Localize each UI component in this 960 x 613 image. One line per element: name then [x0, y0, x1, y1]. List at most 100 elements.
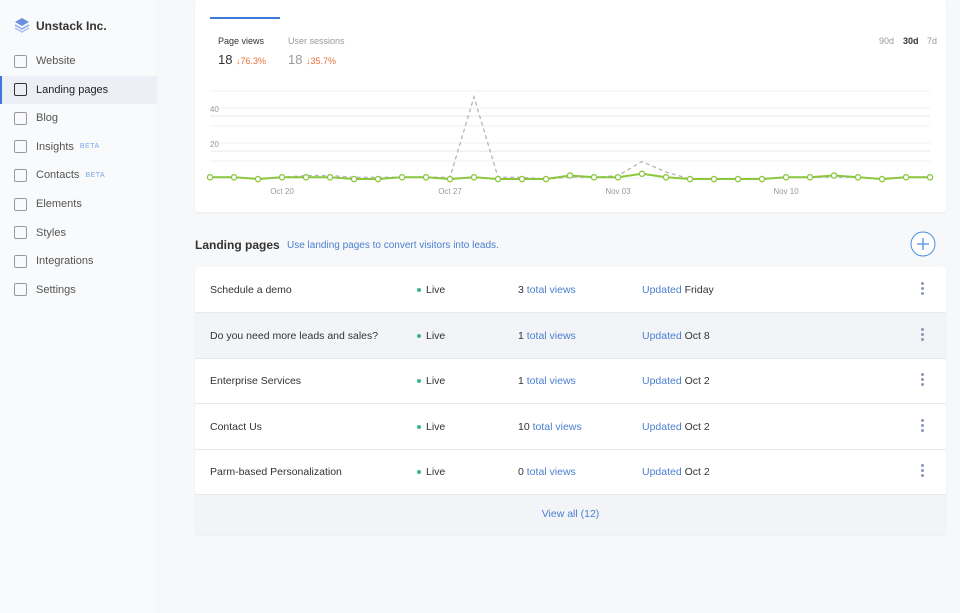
- data-point: [230, 174, 238, 181]
- menu-dot: [921, 373, 924, 377]
- menu-dot: [921, 332, 924, 336]
- data-point: [518, 175, 526, 183]
- brand: Unstack Inc.: [36, 19, 107, 33]
- status: Live: [426, 466, 446, 479]
- table-row[interactable]: Contact Us Live 10 total views Updated Oct …: [195, 404, 946, 450]
- page-name: Parm-based Personalization: [210, 466, 342, 479]
- y-tick-label: 40: [210, 105, 219, 114]
- updated-label: Updated: [642, 420, 682, 433]
- views-count: 1: [518, 329, 524, 342]
- x-tick-label: Oct 27: [438, 187, 462, 196]
- data-point: [830, 172, 838, 179]
- data-point: [734, 175, 742, 183]
- x-tick-label: Nov 10: [773, 187, 799, 196]
- nav-icon: [14, 168, 27, 182]
- updated: Updated Oct 2: [642, 421, 710, 433]
- analytics-card: Page views 18 ↓76.3% User sessions 18 ↓35.7% 9…: [195, 0, 946, 212]
- nav-badge: BETA: [85, 171, 106, 179]
- menu-dot: [921, 292, 924, 295]
- data-point: [254, 175, 262, 183]
- status: Live: [426, 329, 446, 342]
- views-count: 1: [518, 375, 524, 388]
- nav-item[interactable]: Website: [0, 47, 155, 75]
- nav-item[interactable]: Integrations: [0, 247, 155, 275]
- table-row[interactable]: Schedule a demo Live 3 total views Updated …: [195, 267, 946, 313]
- nav-item[interactable]: Settings: [0, 276, 155, 304]
- page-name: Schedule a demo: [210, 284, 292, 296]
- range-option[interactable]: 30d: [903, 36, 919, 46]
- updated: Updated Oct 2: [642, 466, 710, 478]
- table-row[interactable]: Parm-based Personalization Live 0 total vi…: [195, 449, 946, 496]
- row-menu[interactable]: [921, 373, 925, 387]
- metric-value: 18: [288, 52, 302, 67]
- metric-change: ↓76.3%: [236, 56, 266, 66]
- row-menu[interactable]: [921, 464, 925, 478]
- views: 10 total views: [518, 421, 582, 433]
- data-point: [590, 174, 598, 181]
- table-row[interactable]: Enterprise Services Live 1 total views Upda…: [195, 358, 946, 405]
- views: 0 total views: [518, 466, 576, 478]
- logo: [14, 18, 30, 33]
- status-dot: [417, 333, 421, 338]
- data-point: [854, 174, 862, 181]
- nav-label: Insights: [36, 140, 74, 153]
- nav-item[interactable]: Blog: [0, 104, 155, 132]
- y-tick-label: 20: [210, 140, 219, 149]
- data-point: [638, 170, 646, 178]
- row-menu[interactable]: [921, 418, 925, 433]
- nav-label: Website: [36, 55, 76, 67]
- menu-dot: [921, 464, 924, 468]
- data-point: [614, 174, 622, 181]
- view-all[interactable]: View all (12): [195, 495, 946, 534]
- row-menu[interactable]: [921, 327, 925, 342]
- nav-icon: [14, 283, 27, 297]
- series-line: [210, 94, 930, 180]
- section-subtitle: Use landing pages to convert visitors in…: [287, 240, 499, 251]
- status-dot: [417, 424, 421, 429]
- data-point: [302, 174, 310, 181]
- nav-item[interactable]: Landing pages: [0, 75, 157, 104]
- page-name: Enterprise Services: [210, 375, 302, 388]
- metric-label[interactable]: Page views: [218, 36, 265, 46]
- updated-label: Updated: [642, 329, 682, 342]
- updated-date: Oct 8: [684, 329, 710, 342]
- nav-item[interactable]: Contacts BETA: [0, 161, 155, 189]
- metric-change: ↓35.7%: [306, 56, 336, 66]
- nav-label: Settings: [36, 283, 76, 296]
- metric-label[interactable]: User sessions: [288, 36, 345, 46]
- range-option[interactable]: 90d: [879, 36, 894, 46]
- menu-dot: [921, 469, 924, 473]
- range-option[interactable]: 7d: [927, 36, 937, 46]
- table-row[interactable]: Do you need more leads and sales? Live 1 t…: [195, 312, 946, 359]
- nav-label: Integrations: [36, 255, 94, 268]
- chart: Page views 18 ↓76.3% User sessions 18 ↓35.7% 9…: [206, 17, 937, 196]
- active-tab-indicator: [210, 17, 280, 19]
- add-button[interactable]: [910, 231, 936, 257]
- updated-label: Updated: [642, 375, 682, 388]
- data-point: [686, 175, 694, 183]
- menu-dot: [921, 428, 924, 432]
- nav-item[interactable]: Elements: [0, 190, 155, 218]
- nav-icon: [14, 140, 27, 154]
- row-menu[interactable]: [921, 282, 925, 296]
- updated-date: Oct 2: [684, 375, 710, 388]
- nav-label: Elements: [36, 198, 82, 210]
- data-point: [206, 174, 214, 181]
- data-point: [926, 174, 934, 181]
- menu-dot: [921, 327, 924, 331]
- updated-date: Oct 2: [684, 466, 710, 479]
- section-title: Landing pages: [195, 238, 280, 252]
- nav-label: Blog: [36, 112, 59, 125]
- data-point: [782, 174, 790, 181]
- views-count: 10: [518, 420, 530, 433]
- data-point: [758, 175, 766, 183]
- nav-icon: [14, 197, 27, 211]
- data-point: [278, 174, 286, 181]
- nav-icon: [14, 111, 27, 125]
- nav-item[interactable]: Insights BETA: [0, 133, 155, 161]
- nav-item[interactable]: Styles: [0, 219, 155, 247]
- data-point: [494, 175, 502, 183]
- data-point: [446, 175, 454, 183]
- views-label: total views: [526, 329, 576, 342]
- data-point: [350, 175, 358, 183]
